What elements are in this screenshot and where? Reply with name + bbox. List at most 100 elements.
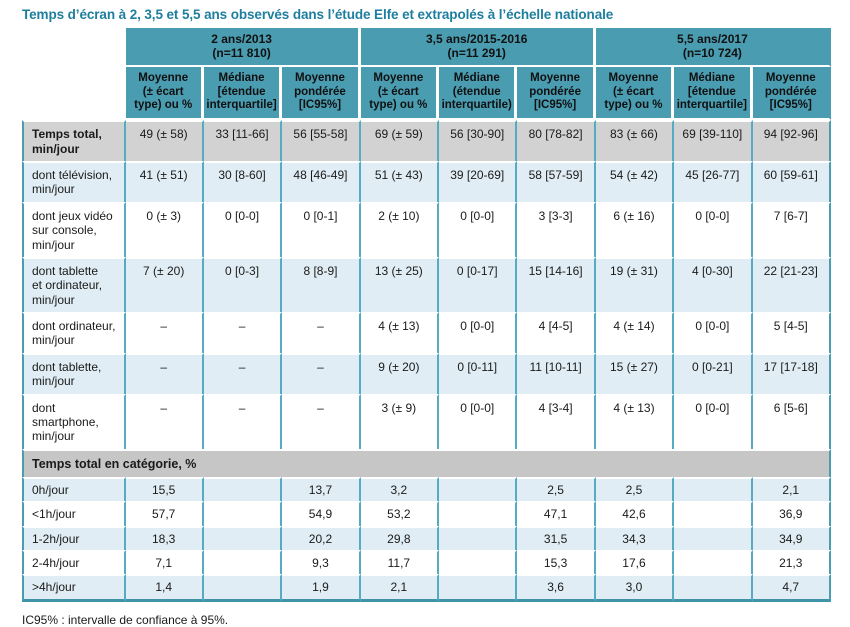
value-cell: 17,6 bbox=[595, 549, 675, 575]
value-cell: 0 (± 3) bbox=[125, 201, 204, 257]
value-cell: 21,3 bbox=[752, 549, 831, 575]
row-label: dont smartphone, min/jour bbox=[22, 393, 126, 449]
value-cell: 13 (± 25) bbox=[360, 256, 440, 313]
value-cell bbox=[439, 501, 518, 526]
value-cell: – bbox=[203, 352, 283, 394]
value-cell: 83 (± 66) bbox=[595, 120, 675, 161]
value-cell: 18,3 bbox=[125, 525, 204, 550]
value-cell: 0 [0-0] bbox=[439, 312, 518, 353]
value-cell: 30 [8-60] bbox=[203, 160, 283, 202]
value-cell: 0 [0-0] bbox=[674, 393, 753, 449]
value-cell bbox=[439, 574, 518, 602]
table-row: 1-2h/jour 18,3 20,2 29,8 31,5 34,3 34,9 bbox=[22, 525, 831, 550]
value-cell: 36,9 bbox=[752, 501, 831, 526]
value-cell: – bbox=[282, 352, 361, 394]
value-cell: 51 (± 43) bbox=[360, 160, 440, 202]
row-label: 0h/jour bbox=[22, 476, 126, 502]
value-cell: 4 [0-30] bbox=[674, 256, 753, 313]
table-row: dont télévision, min/jour 41 (± 51) 30 [… bbox=[22, 160, 831, 202]
subheader-mediane-1: Médiane [étendue interquartile] bbox=[203, 66, 283, 121]
value-cell: 5 [4-5] bbox=[752, 312, 831, 353]
value-cell: – bbox=[125, 393, 204, 449]
value-cell: 0 [0-0] bbox=[439, 393, 518, 449]
value-cell: – bbox=[125, 352, 204, 394]
value-cell bbox=[674, 501, 753, 526]
value-cell: 56 [55-58] bbox=[282, 120, 361, 161]
value-cell: 0 [0-3] bbox=[203, 256, 283, 313]
value-cell: 4,7 bbox=[752, 574, 831, 602]
value-cell: – bbox=[125, 312, 204, 353]
value-cell: 9,3 bbox=[282, 549, 361, 575]
column-group-3ans5: 3,5 ans/2015-2016 (n=11 291) bbox=[360, 28, 596, 67]
value-cell: – bbox=[282, 312, 361, 353]
column-group-2ans: 2 ans/2013 (n=11 810) bbox=[125, 28, 361, 67]
value-cell: 4 [4-5] bbox=[517, 312, 596, 353]
value-cell: – bbox=[203, 393, 283, 449]
value-cell: 11 [10-11] bbox=[517, 352, 596, 394]
subheader-mediane-3: Médiane [étendue interquartile] bbox=[674, 66, 753, 121]
row-label: Temps total, min/jour bbox=[22, 120, 126, 161]
value-cell bbox=[203, 476, 283, 502]
value-cell: 58 [57-59] bbox=[517, 160, 596, 202]
value-cell: 11,7 bbox=[360, 549, 440, 575]
value-cell: 4 (± 14) bbox=[595, 312, 675, 353]
value-cell bbox=[674, 549, 753, 575]
value-cell: 4 [3-4] bbox=[517, 393, 596, 449]
value-cell: 3,2 bbox=[360, 476, 440, 502]
value-cell bbox=[203, 525, 283, 550]
value-cell: 7 (± 20) bbox=[125, 256, 204, 313]
table-row: >4h/jour 1,4 1,9 2,1 3,6 3,0 4,7 bbox=[22, 574, 831, 602]
value-cell: 9 (± 20) bbox=[360, 352, 440, 394]
row-label: 2-4h/jour bbox=[22, 549, 126, 575]
subheader-moyenne-3: Moyenne (± écart type) ou % bbox=[595, 66, 675, 121]
value-cell: 0 [0-0] bbox=[674, 312, 753, 353]
value-cell: 6 (± 16) bbox=[595, 201, 675, 257]
value-cell: 15,5 bbox=[125, 476, 204, 502]
value-cell: 53,2 bbox=[360, 501, 440, 526]
table-subheader-row: Moyenne (± écart type) ou % Médiane [éte… bbox=[22, 66, 831, 121]
value-cell bbox=[203, 501, 283, 526]
row-label: dont télévision, min/jour bbox=[22, 160, 126, 202]
value-cell: 29,8 bbox=[360, 525, 440, 550]
value-cell bbox=[674, 525, 753, 550]
value-cell: 15,3 bbox=[517, 549, 596, 575]
value-cell: 34,3 bbox=[595, 525, 675, 550]
value-cell: 54 (± 42) bbox=[595, 160, 675, 202]
value-cell: 31,5 bbox=[517, 525, 596, 550]
value-cell: 33 [11-66] bbox=[203, 120, 283, 161]
table-row: dont jeux vidéo sur console, min/jour 0 … bbox=[22, 201, 831, 257]
table-row: 2-4h/jour 7,1 9,3 11,7 15,3 17,6 21,3 bbox=[22, 549, 831, 575]
value-cell: 48 [46-49] bbox=[282, 160, 361, 202]
value-cell: 69 [39-110] bbox=[674, 120, 753, 161]
table-row: dont ordinateur, min/jour – – – 4 (± 13)… bbox=[22, 312, 831, 353]
table-group-header-row: 2 ans/2013 (n=11 810) 3,5 ans/2015-2016 … bbox=[22, 28, 831, 121]
value-cell: 2,1 bbox=[752, 476, 831, 502]
value-cell: 1,4 bbox=[125, 574, 204, 602]
value-cell: 17 [17-18] bbox=[752, 352, 831, 394]
table-row: 0h/jour 15,5 13,7 3,2 2,5 2,5 2,1 bbox=[22, 476, 831, 502]
value-cell: 57,7 bbox=[125, 501, 204, 526]
page-title: Temps d’écran à 2, 3,5 et 5,5 ans observ… bbox=[22, 7, 614, 22]
value-cell bbox=[203, 549, 283, 575]
value-cell: 13,7 bbox=[282, 476, 361, 502]
value-cell: 4 (± 13) bbox=[360, 312, 440, 353]
value-cell: 94 [92-96] bbox=[752, 120, 831, 161]
value-cell: 39 [20-69] bbox=[439, 160, 518, 202]
value-cell: 45 [26-77] bbox=[674, 160, 753, 202]
value-cell: 80 [78-82] bbox=[517, 120, 596, 161]
subheader-ponderee-2: Moyenne pondérée [IC95%] bbox=[517, 66, 596, 121]
value-cell: 0 [0-0] bbox=[439, 201, 518, 257]
row-label: dont jeux vidéo sur console, min/jour bbox=[22, 201, 126, 257]
value-cell: 41 (± 51) bbox=[125, 160, 204, 202]
value-cell: 15 (± 27) bbox=[595, 352, 675, 394]
row-label: dont tablette et ordinateur, min/jour bbox=[22, 256, 126, 313]
value-cell: 42,6 bbox=[595, 501, 675, 526]
value-cell: 3,0 bbox=[595, 574, 675, 602]
value-cell: 2,5 bbox=[517, 476, 596, 502]
row-label: dont tablette, min/jour bbox=[22, 352, 126, 394]
value-cell: 20,2 bbox=[282, 525, 361, 550]
value-cell: 1,9 bbox=[282, 574, 361, 602]
value-cell: 3 (± 9) bbox=[360, 393, 440, 449]
value-cell: 0 [0-11] bbox=[439, 352, 518, 394]
value-cell: 2,5 bbox=[595, 476, 675, 502]
